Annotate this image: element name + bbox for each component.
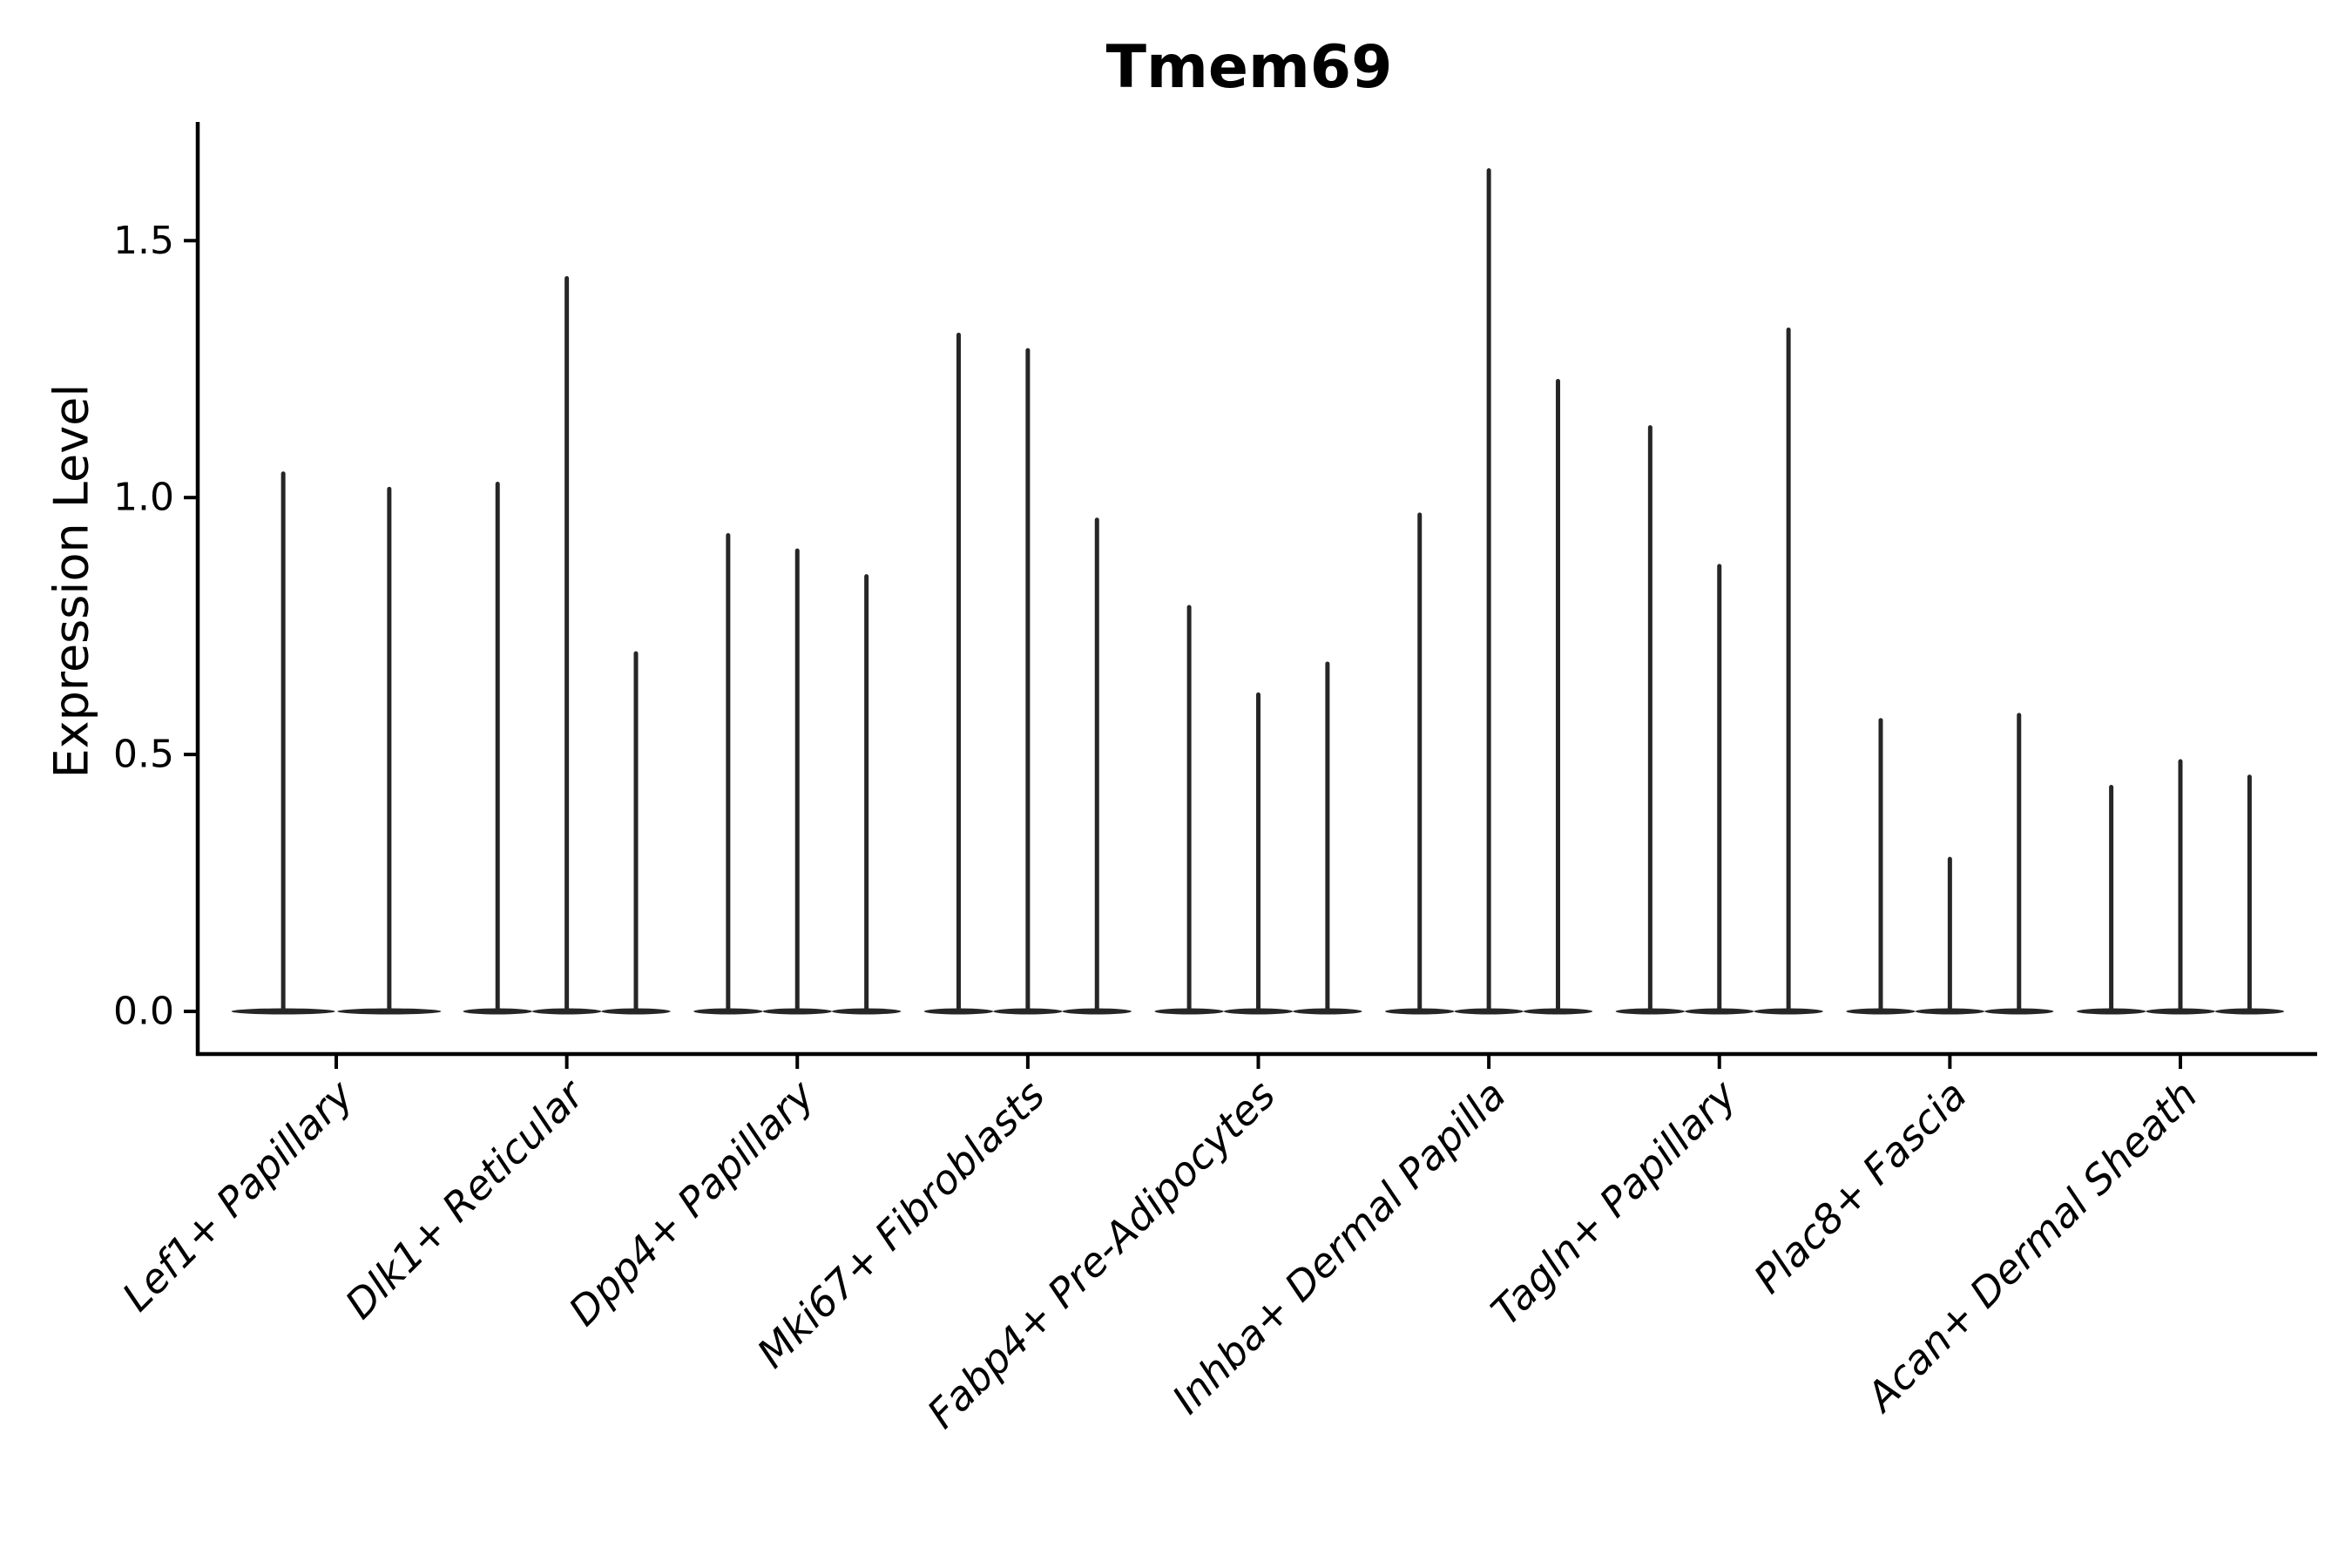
violin-group-8 — [1846, 713, 2054, 1015]
x-tick-label: Dpp4+ Papillary — [559, 1071, 823, 1335]
x-tick-label: Lef1+ Papillary — [113, 1071, 362, 1320]
violin-group-1 — [231, 471, 442, 1015]
axes-spines — [195, 122, 2317, 1057]
y-tick-label: 0.5 — [113, 733, 174, 777]
x-tick-label: Plac8+ Fascia — [1745, 1071, 1976, 1302]
y-tick-label: 1.0 — [113, 476, 174, 520]
violin-group-3 — [693, 532, 902, 1015]
violin-group-2 — [463, 276, 671, 1015]
x-tick-label: Dlk1+ Reticular — [336, 1069, 595, 1328]
x-tick-label: Tagln+ Papillary — [1482, 1071, 1746, 1335]
y-tick-label: 1.5 — [113, 219, 174, 263]
violin-group-4 — [923, 332, 1132, 1015]
violin-group-6 — [1385, 168, 1593, 1015]
chart-title: Tmem69 — [1105, 33, 1393, 102]
y-tick-label: 0.0 — [113, 990, 174, 1034]
violin-group-7 — [1615, 328, 1823, 1015]
violin-group-5 — [1154, 605, 1362, 1015]
violin-group-9 — [2076, 759, 2285, 1015]
